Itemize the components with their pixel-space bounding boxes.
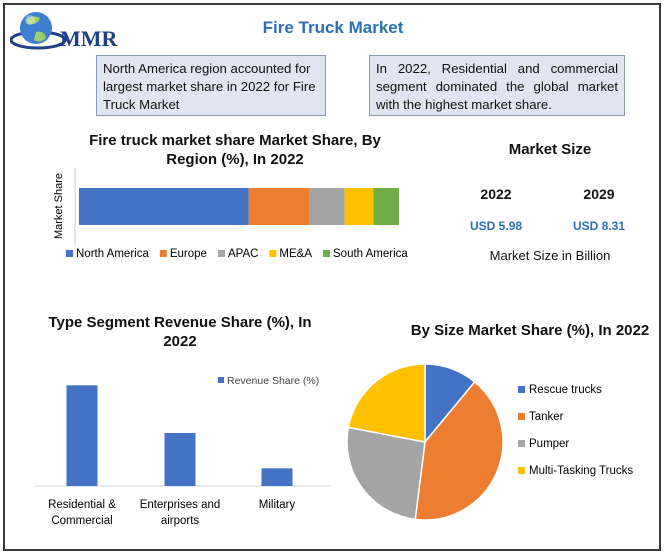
logo-text: MMR [60, 26, 118, 51]
type-bar-2 [261, 468, 293, 486]
region-legend-swatch-2 [217, 250, 225, 257]
pie-slice-2 [346, 426, 426, 521]
pie-legend-swatch-1 [518, 413, 525, 420]
region-legend-label-4: South America [333, 248, 408, 260]
pie-legend-swatch-3 [518, 467, 525, 474]
pie-legend-swatch-0 [518, 386, 525, 393]
pie-slice-3 [347, 363, 426, 443]
pie-legend-label-1: Tanker [529, 411, 564, 423]
pie-legend-label-3: Multi-Tasking Trucks [529, 465, 633, 477]
market-size-value-2022: USD 5.98 [469, 219, 523, 233]
type-chart-title: Type Segment Revenue Share (%), In 2022 [48, 314, 312, 350]
note-region: North America region accounted for large… [96, 55, 326, 116]
region-legend-swatch-3 [269, 250, 277, 257]
size-pie-chart: Rescue trucks Tanker Pumper Multi-Tasking T… [346, 363, 633, 521]
market-size-unit: Market Size in Billion [489, 248, 611, 263]
market-size-value-2029: USD 8.31 [572, 219, 626, 233]
region-legend-label-2: APAC [228, 248, 258, 260]
pie-legend-label-0: Rescue trucks [529, 384, 602, 396]
type-legend-swatch [218, 377, 224, 383]
type-category-label-2: Military [259, 499, 296, 511]
region-legend-label-0: North America [76, 248, 149, 260]
page-title: Fire Truck Market [262, 18, 404, 37]
region-bar-segment-0 [79, 188, 249, 225]
pie-slice-1 [414, 380, 504, 521]
region-legend-swatch-4 [323, 250, 331, 257]
type-bar-chart: Residential & Commercial Enterprises and ai… [35, 375, 330, 527]
type-category-label-1: Enterprises and airports [140, 499, 221, 527]
region-legend-swatch-1 [159, 250, 167, 257]
type-category-label-0: Residential & Commercial [48, 499, 116, 527]
region-bar-segment-3 [344, 188, 374, 225]
region-legend-swatch-0 [66, 250, 73, 257]
type-bar-0 [66, 385, 98, 486]
note-segment: In 2022, Residential and commercial segm… [369, 55, 625, 116]
globe-icon [9, 12, 67, 50]
region-bar-segment-1 [248, 188, 310, 225]
pie-legend-swatch-2 [518, 440, 525, 447]
region-bar-segment-2 [309, 188, 345, 225]
market-size-year-2022: 2022 [480, 186, 512, 202]
region-stacked-bar-chart: Market Share North America Europe APAC ME&A S… [53, 168, 408, 260]
mmr-logo [9, 6, 120, 56]
type-legend-label: Revenue Share (%) [227, 375, 319, 387]
market-size-year-2029: 2029 [583, 186, 615, 202]
pie-legend-label-2: Pumper [529, 438, 569, 450]
region-bar-segment-4 [373, 188, 399, 225]
region-legend-label-1: Europe [170, 248, 207, 260]
size-chart-title: By Size Market Share (%), In 2022 [410, 322, 650, 339]
market-size-title: Market Size [508, 141, 592, 158]
region-y-label: Market Share [53, 173, 65, 239]
type-bar-1 [164, 433, 196, 486]
region-legend-label-3: ME&A [279, 248, 312, 260]
region-chart-title: Fire truck market share Market Share, By… [89, 132, 381, 168]
